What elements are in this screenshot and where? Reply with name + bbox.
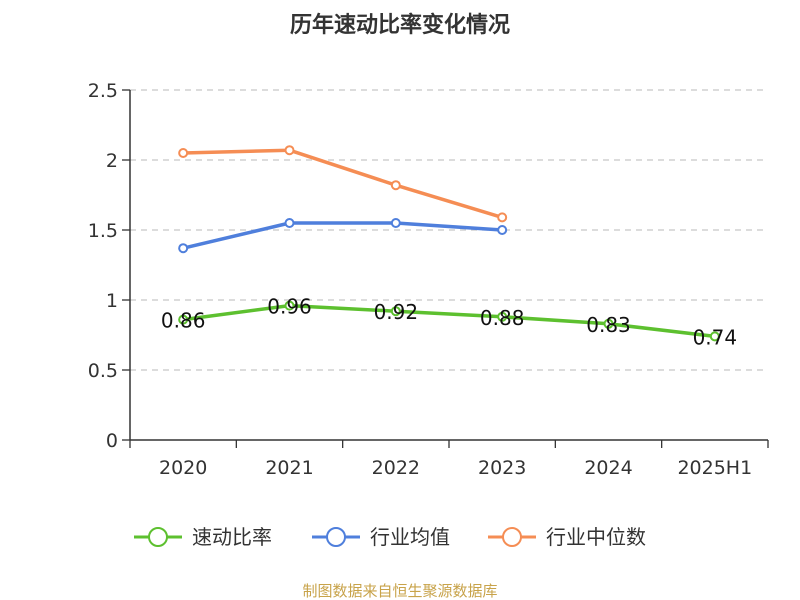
x-tick-label: 2023 bbox=[478, 457, 526, 479]
y-tick-label: 2.5 bbox=[88, 80, 118, 102]
y-tick-label: 1 bbox=[106, 290, 118, 312]
data-point[interactable] bbox=[497, 212, 508, 223]
chart-title: 历年速动比率变化情况 bbox=[290, 12, 510, 38]
legend-swatch-marker bbox=[326, 527, 346, 547]
y-tick-label: 1.5 bbox=[88, 220, 118, 242]
data-point[interactable] bbox=[497, 225, 508, 235]
data-point[interactable] bbox=[497, 311, 508, 322]
series-line bbox=[182, 221, 503, 250]
legend-item-速动比率[interactable]: 速动比率 bbox=[134, 525, 272, 549]
series-line bbox=[182, 303, 716, 339]
series-行业中位数 bbox=[178, 145, 508, 223]
legend-swatch-marker bbox=[502, 527, 522, 547]
data-point[interactable] bbox=[390, 180, 401, 191]
legend[interactable]: 速动比率 行业均值 行业中位数 bbox=[134, 525, 646, 549]
series-line bbox=[183, 148, 503, 220]
data-label: 0.88 bbox=[480, 306, 525, 330]
data-label: 0.83 bbox=[586, 313, 631, 337]
series-速动比率 bbox=[178, 300, 720, 342]
y-tick-label: 0.5 bbox=[88, 360, 118, 382]
y-tick-label: 2 bbox=[106, 150, 118, 172]
x-tick-label: 2021 bbox=[265, 457, 313, 479]
data-label: 0.96 bbox=[267, 295, 312, 319]
grid-lines bbox=[130, 89, 768, 371]
data-point[interactable] bbox=[390, 218, 401, 228]
legend-swatch-marker bbox=[148, 527, 168, 547]
series-行业均值 bbox=[178, 218, 508, 254]
data-label: 0.74 bbox=[693, 325, 738, 349]
x-tick-label: 2024 bbox=[584, 457, 632, 479]
data-point[interactable] bbox=[603, 318, 614, 329]
source-note: 制图数据来自恒生聚源数据库 bbox=[302, 582, 497, 600]
y-tick-label: 0 bbox=[106, 430, 118, 452]
x-tick-label: 2025H1 bbox=[677, 457, 752, 479]
data-point[interactable] bbox=[178, 243, 189, 254]
legend-item-行业中位数[interactable]: 行业中位数 bbox=[488, 525, 646, 549]
x-tick-label: 2020 bbox=[159, 457, 207, 479]
series-lines bbox=[178, 145, 720, 342]
data-point[interactable] bbox=[178, 148, 189, 158]
legend-label: 行业均值 bbox=[370, 525, 450, 549]
data-labels: 0.86 0.96 0.92 0.88 0.83 0.74 bbox=[161, 295, 737, 350]
legend-label: 速动比率 bbox=[192, 525, 272, 549]
legend-label: 行业中位数 bbox=[546, 525, 646, 549]
x-tick-label: 2022 bbox=[372, 457, 420, 479]
data-label: 0.92 bbox=[374, 300, 419, 324]
data-point[interactable] bbox=[284, 145, 295, 156]
data-point[interactable] bbox=[178, 314, 189, 325]
data-point[interactable] bbox=[284, 300, 295, 311]
axes: 0 0.5 1 1.5 2 2.5 2020 2021 2022 2023 2024 2025H1 bbox=[88, 80, 769, 479]
data-point[interactable] bbox=[709, 331, 720, 342]
data-point[interactable] bbox=[390, 306, 401, 317]
data-label: 0.86 bbox=[161, 309, 206, 333]
data-point[interactable] bbox=[284, 218, 295, 228]
legend-item-行业均值[interactable]: 行业均值 bbox=[312, 525, 450, 549]
